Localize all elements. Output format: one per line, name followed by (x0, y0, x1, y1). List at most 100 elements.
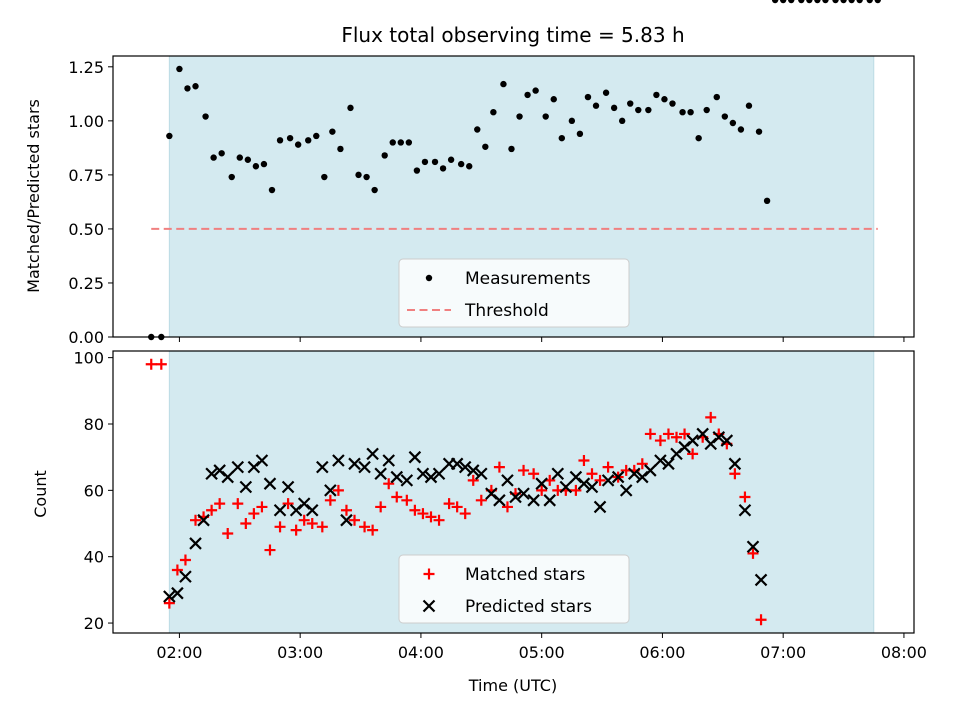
top-measurements-point (721, 113, 729, 120)
top-legend-measurements-marker (425, 274, 433, 282)
bottom-legend-matched-stars-label: Matched stars (465, 565, 585, 585)
bottom-y-tick-label: 40 (84, 548, 104, 567)
bottom-matched-stars-point (739, 491, 751, 503)
bottom-predicted-stars-point (746, 540, 760, 554)
bottom-legend-predicted-stars-marker (422, 599, 436, 613)
bottom-predicted-stars-point (316, 460, 329, 474)
top-measurements-point (321, 173, 328, 181)
bottom-matched-stars-point (602, 461, 614, 473)
top-measurements-point (166, 132, 173, 140)
bottom-matched-stars-point (644, 428, 656, 440)
bottom-matched-stars-point (586, 468, 598, 480)
bottom-matched-stars-point (636, 458, 648, 470)
bottom-matched-stars-point (340, 504, 352, 516)
top-measurements-point (252, 163, 260, 170)
bottom-matched-stars-point (401, 494, 413, 506)
bottom-predicted-stars-point (712, 430, 726, 444)
top-measurements-point (788, 0, 795, 4)
bottom-matched-stars-point (459, 508, 471, 520)
top-measurements-point (305, 137, 312, 144)
top-measurements-point (276, 137, 284, 144)
top-measurements-point (244, 156, 252, 163)
bottom-y-tick-label: 20 (84, 614, 104, 633)
top-y-tick-label: 0.00 (68, 328, 104, 347)
bottom-predicted-stars-point (450, 457, 464, 471)
bottom-predicted-stars-point (686, 434, 699, 447)
bottom-y-tick-label: 80 (84, 415, 104, 434)
top-measurements-point (745, 102, 753, 109)
top-measurements-point (337, 145, 344, 153)
top-measurements-point (568, 117, 576, 125)
top-measurements-point (848, 0, 855, 4)
bottom-matched-stars-point (190, 514, 202, 526)
top-measurements-point (439, 165, 447, 172)
top-measurements-point (542, 113, 549, 120)
top-measurements-point (508, 145, 515, 153)
bottom-predicted-stars-point (696, 427, 709, 441)
top-measurements-point (584, 93, 592, 101)
bottom-predicted-stars-point (255, 454, 269, 467)
bottom-matched-stars-point (171, 564, 183, 576)
top-measurements-point (466, 163, 473, 170)
top-measurements-point (210, 154, 217, 161)
bottom-matched-stars-point (240, 518, 252, 530)
top-measurements-point (389, 139, 396, 146)
bottom-predicted-stars-point (179, 570, 192, 583)
bottom-y-axis-label: Count (31, 470, 50, 518)
bottom-predicted-stars-point (263, 477, 277, 490)
bottom-predicted-stars-point (424, 470, 438, 484)
top-measurements-point (653, 91, 660, 99)
bottom-predicted-stars-point (627, 467, 641, 481)
bottom-predicted-stars-point (601, 474, 615, 487)
bottom-axes: 20 40 60 80 100 02:00 03:00 04:00 05:00 06:00 07:0… (73, 349, 927, 662)
bottom-predicted-stars-point (374, 467, 387, 481)
bottom-predicted-stars-point (358, 460, 371, 474)
bottom-matched-stars-point (518, 464, 530, 476)
bottom-matched-stars-point (671, 431, 683, 443)
top-measurements-point (866, 0, 873, 4)
bottom-matched-stars-point (306, 518, 318, 530)
bottom-predicted-stars-point (239, 480, 253, 494)
top-measurements-point (703, 106, 710, 114)
top-measurements-point (856, 0, 863, 4)
bottom-predicted-stars-point (458, 460, 472, 474)
top-measurements-point (687, 109, 694, 116)
bottom-predicted-stars-point (273, 503, 287, 517)
top-measurements-point (313, 132, 320, 140)
bottom-matched-stars-point (501, 501, 513, 513)
bottom-predicted-stars-point (754, 573, 768, 587)
top-measurements-point (635, 106, 642, 114)
x-tick-label: 05:00 (519, 643, 565, 662)
bottom-predicted-stars-point (189, 537, 202, 550)
top-legend (398, 258, 630, 328)
bottom-matched-stars-point (729, 468, 741, 480)
chart-title: Flux total observing time = 5.83 h (341, 23, 684, 47)
bottom-matched-stars-point (433, 514, 445, 526)
bottom-predicted-stars-point (501, 474, 514, 487)
top-measurements-point (661, 96, 668, 103)
x-tick-label: 06:00 (639, 643, 685, 662)
x-tick-label: 08:00 (881, 643, 927, 662)
top-measurements-point (421, 158, 429, 166)
top-measurements-point (490, 109, 497, 116)
bottom-predicted-stars-point (205, 467, 218, 481)
top-measurements-point (482, 143, 489, 150)
top-measurements-point (669, 100, 676, 107)
top-y-tick-label: 1.00 (68, 112, 104, 131)
bottom-matched-stars-point (367, 524, 379, 536)
bottom-matched-stars-point (332, 484, 344, 496)
top-y-tick-label: 1.25 (68, 58, 104, 77)
bottom-predicted-stars-point (551, 467, 565, 481)
top-measurements-point (602, 89, 610, 96)
bottom-predicted-stars-point (400, 474, 414, 487)
top-measurements-point (771, 0, 779, 4)
top-measurements-point (516, 113, 523, 120)
top-measurements-point (363, 173, 370, 181)
x-tick-label: 07:00 (760, 643, 806, 662)
bottom-predicted-stars-point (527, 494, 540, 507)
bottom-matched-stars-point (467, 474, 479, 486)
top-axes-frame (112, 55, 915, 338)
bottom-matched-stars-point (528, 468, 540, 480)
bottom-matched-stars-point (222, 527, 234, 539)
